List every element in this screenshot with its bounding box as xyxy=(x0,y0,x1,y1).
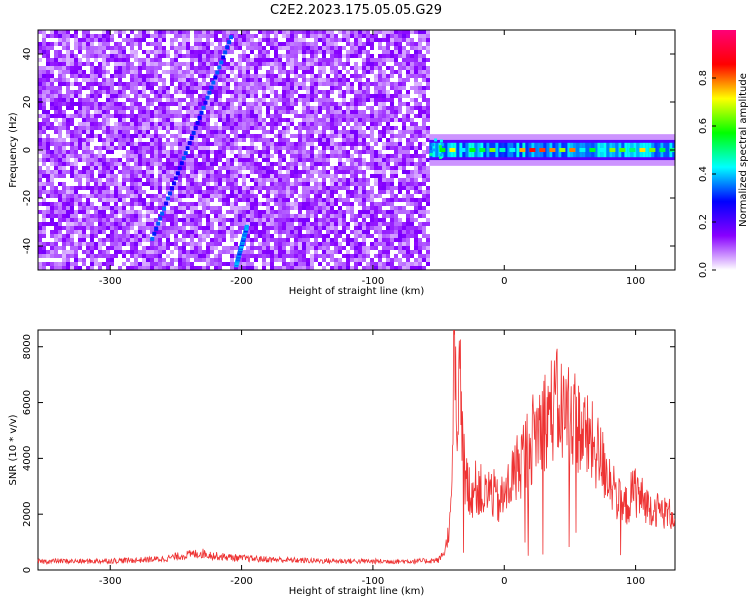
spectrogram-xtick-label: -200 xyxy=(230,276,253,287)
colorbar-tick-label: 0.8 xyxy=(698,70,709,86)
spectrogram-ytick-label: 0 xyxy=(22,147,33,153)
snr-ytick-label: 4000 xyxy=(22,446,33,471)
spectrogram-ytick-label: 40 xyxy=(22,48,33,61)
snr-ylabel: SNR (10 * v/v) xyxy=(8,414,19,485)
snr-series-line xyxy=(37,329,676,565)
snr-panel: -300 -200 -100 0 10002000400060008000Height … xyxy=(8,329,676,597)
spectrogram-xtick-label: -300 xyxy=(99,276,122,287)
colorbar-tick-label: 0.6 xyxy=(698,118,709,134)
snr-xtick-label: -100 xyxy=(362,576,385,587)
colorbar-label: Normalized spectral amplitude xyxy=(738,73,749,227)
colorbar-gradient xyxy=(712,30,736,270)
spectrogram-xtick-label: 0 xyxy=(501,276,507,287)
snr-xtick-label: 100 xyxy=(626,576,645,587)
colorbar-tick-label: 0.4 xyxy=(698,166,709,182)
colorbar: 0.0 0.2 0.4 0.6 0.8 Normalized spectral ampli… xyxy=(698,30,749,278)
snr-xlabel: Height of straight line (km) xyxy=(289,586,425,597)
snr-ytick-label: 0 xyxy=(22,567,33,573)
spectrogram-ytick-label: -40 xyxy=(22,238,33,254)
spectrogram-xtick-label: 100 xyxy=(626,276,645,287)
spectrogram-xlabel: Height of straight line (km) xyxy=(289,286,425,297)
snr-ytick-label: 2000 xyxy=(22,501,33,526)
snr-plot-frame xyxy=(37,329,676,571)
snr-xtick-label: 0 xyxy=(501,576,507,587)
snr-xtick-label: -200 xyxy=(230,576,253,587)
spectrogram-cells xyxy=(38,30,675,270)
snr-ytick-label: 8000 xyxy=(22,334,33,359)
colorbar-tick-label: 0.2 xyxy=(698,214,709,230)
snr-xtick-label: -300 xyxy=(99,576,122,587)
colorbar-tick-label: 0.0 xyxy=(698,262,709,278)
chart-title: C2E2.2023.175.05.05.G29 xyxy=(270,3,442,18)
spectrogram-xtick-label: -100 xyxy=(362,276,385,287)
spectrogram-ylabel: Frequency (Hz) xyxy=(8,112,19,188)
spectrogram-ytick-label: -20 xyxy=(22,190,33,206)
spectrogram-ytick-label: 20 xyxy=(22,96,33,109)
snr-ytick-label: 6000 xyxy=(22,390,33,415)
